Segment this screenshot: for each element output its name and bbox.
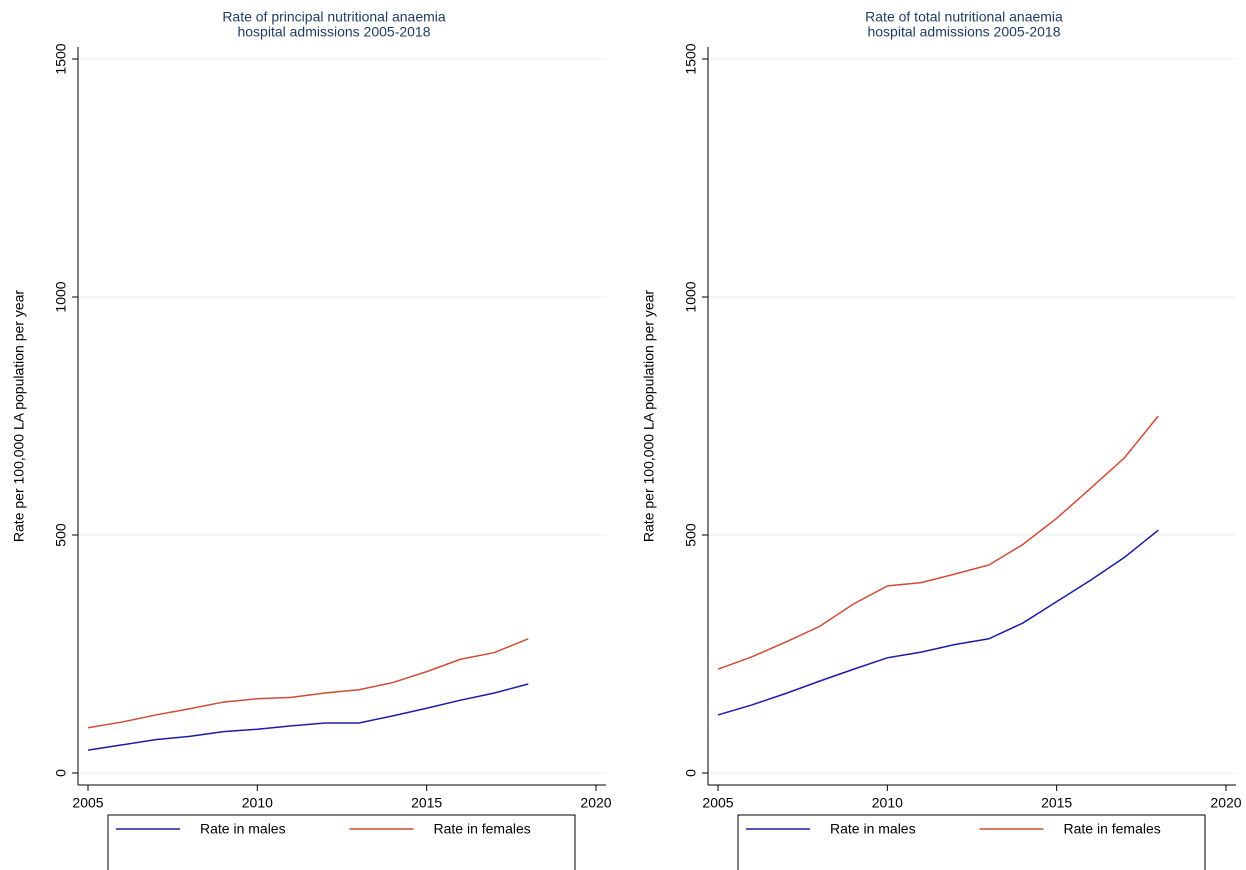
y-tick-label: 500: [683, 523, 699, 547]
y-tick-label: 1000: [53, 281, 69, 312]
x-tick-label: 2015: [1041, 795, 1072, 811]
x-tick-label: 2005: [72, 795, 103, 811]
y-tick-label: 1000: [683, 281, 699, 312]
chart-panel: Rate of total nutritional anaemiahospita…: [641, 9, 1242, 870]
chart-title: hospital admissions 2005-2018: [237, 24, 430, 40]
y-tick-label: 0: [53, 769, 69, 777]
legend-box: [737, 814, 1206, 870]
y-tick-label: 1500: [683, 43, 699, 74]
x-tick-label: 2015: [411, 795, 442, 811]
y-tick-label: 0: [683, 769, 699, 777]
y-axis-label: Rate per 100,000 LA population per year: [641, 290, 657, 543]
legend-box: [107, 814, 576, 870]
series-line: [87, 638, 529, 729]
y-tick-label: 1500: [53, 43, 69, 74]
x-tick-label: 2005: [702, 795, 733, 811]
x-tick-label: 2010: [242, 795, 273, 811]
x-tick-label: 2020: [1210, 795, 1241, 811]
x-tick-label: 2010: [872, 795, 903, 811]
x-tick-label: 2020: [580, 795, 611, 811]
series-line: [87, 683, 529, 751]
y-axis-label: Rate per 100,000 LA population per year: [11, 290, 27, 543]
chart-title: hospital admissions 2005-2018: [867, 24, 1060, 40]
chart-panel: Rate of principal nutritional anaemiahos…: [11, 9, 612, 870]
chart-title: Rate of total nutritional anaemia: [865, 9, 1063, 25]
legend-label: Rate in females: [434, 821, 531, 837]
y-tick-label: 500: [53, 523, 69, 547]
legend-label: Rate in males: [830, 821, 916, 837]
series-line: [717, 415, 1159, 670]
legend-label: Rate in females: [1064, 821, 1161, 837]
series-line: [717, 529, 1159, 716]
chart-title: Rate of principal nutritional anaemia: [222, 9, 446, 25]
legend-label: Rate in males: [200, 821, 286, 837]
